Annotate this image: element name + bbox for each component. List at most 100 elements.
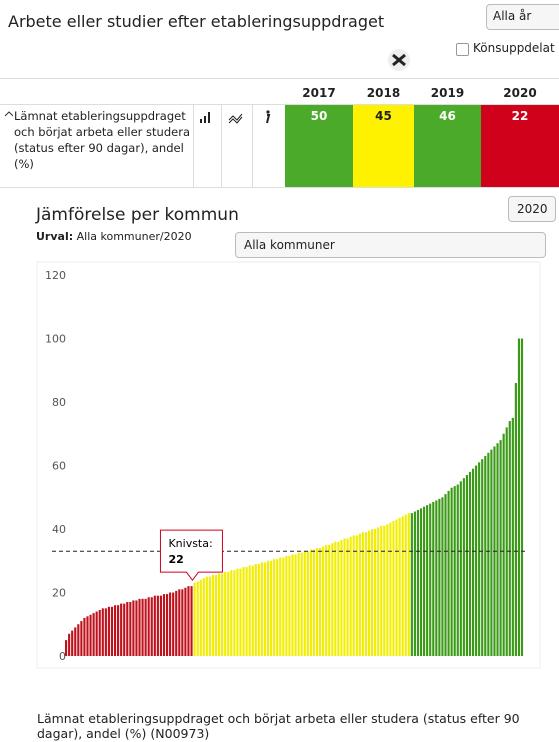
- bar: [190, 586, 193, 656]
- bar: [165, 594, 169, 656]
- divider: [221, 104, 222, 187]
- bar: [239, 568, 242, 656]
- bar-icon[interactable]: [199, 111, 213, 123]
- bar: [517, 338, 521, 656]
- excel-icon[interactable]: [385, 48, 415, 72]
- bar: [156, 595, 159, 656]
- bar: [309, 549, 312, 656]
- bar: [214, 575, 218, 656]
- bar: [505, 427, 508, 656]
- bar: [181, 589, 184, 656]
- bar: [392, 521, 395, 656]
- divider: [252, 104, 253, 187]
- bar: [71, 630, 74, 656]
- bar: [68, 633, 71, 656]
- bar: [468, 471, 472, 656]
- bar: [306, 551, 309, 656]
- bar: [120, 603, 123, 656]
- bar: [77, 624, 80, 656]
- page-title: Arbete eller studier efter etableringsup…: [8, 12, 385, 31]
- bar: [101, 608, 104, 656]
- bar: [162, 594, 166, 656]
- bar: [193, 582, 196, 656]
- checkbox-label: Könsuppdelat: [473, 41, 555, 55]
- bar: [218, 573, 221, 656]
- bar: [263, 562, 267, 656]
- bar: [291, 554, 294, 656]
- bar: [423, 506, 426, 656]
- kommun-select[interactable]: Alla kommuner: [235, 232, 546, 258]
- year-header: 2017: [302, 86, 336, 100]
- bar: [236, 568, 239, 656]
- bar: [80, 621, 83, 656]
- info-icon[interactable]: [263, 110, 271, 124]
- bar: [227, 571, 230, 656]
- bar: [340, 540, 343, 656]
- bar: [502, 433, 505, 656]
- bar: [490, 449, 493, 656]
- tooltip-label: Knivsta:: [168, 537, 212, 550]
- bar: [175, 590, 178, 656]
- y-tick-label: 60: [52, 460, 66, 473]
- bar: [478, 462, 481, 656]
- bar: [364, 532, 368, 656]
- bar: [380, 525, 383, 656]
- bar: [169, 592, 172, 656]
- year-select[interactable]: 2020: [508, 196, 556, 222]
- bar: [322, 546, 325, 656]
- bar: [135, 600, 138, 656]
- bar: [184, 587, 187, 656]
- y-tick-label: 80: [52, 396, 66, 409]
- bar: [358, 533, 361, 656]
- year-header: 2018: [366, 86, 401, 100]
- bar: [349, 536, 352, 656]
- value-cell: 46: [414, 105, 481, 187]
- bar: [196, 581, 199, 656]
- bar: [230, 570, 233, 656]
- bar: [221, 573, 224, 656]
- bar: [202, 578, 205, 656]
- bar: [355, 535, 358, 656]
- bar: [242, 567, 245, 656]
- bar: [496, 443, 499, 656]
- value-cell: 22: [481, 105, 559, 187]
- bar: [233, 570, 236, 656]
- collapse-icon[interactable]: [4, 110, 14, 118]
- bar: [337, 541, 340, 656]
- bar: [459, 481, 462, 656]
- y-tick-label: 100: [45, 333, 66, 346]
- bar: [251, 565, 254, 656]
- bar: [294, 554, 297, 656]
- bar: [95, 611, 98, 656]
- bar: [462, 478, 465, 656]
- bar: [159, 595, 163, 656]
- bar: [386, 524, 389, 656]
- bar: [211, 575, 215, 656]
- bar: [377, 527, 380, 656]
- divider: [193, 104, 194, 187]
- bar: [315, 548, 319, 656]
- bar: [413, 511, 416, 656]
- bar: [487, 452, 490, 656]
- bar: [401, 516, 404, 656]
- bar: [147, 597, 150, 656]
- bar: [104, 608, 107, 656]
- bar: [113, 605, 117, 656]
- year-select[interactable]: Alla år: [486, 4, 559, 30]
- bar: [117, 605, 120, 656]
- y-tick-label: 40: [52, 523, 66, 536]
- trend-icon[interactable]: [228, 112, 244, 124]
- checkbox[interactable]: [456, 43, 469, 56]
- bar: [432, 502, 435, 656]
- bar: [465, 475, 469, 656]
- bar: [132, 600, 135, 656]
- bar: [361, 532, 364, 656]
- bar: [325, 544, 328, 656]
- bar: [481, 459, 484, 656]
- bar: [205, 576, 208, 656]
- row-label: Lämnat etableringsuppdraget och börjat a…: [14, 109, 190, 171]
- section-title: Jämförelse per kommun: [36, 205, 239, 225]
- bar: [266, 560, 270, 656]
- bar: [279, 557, 282, 656]
